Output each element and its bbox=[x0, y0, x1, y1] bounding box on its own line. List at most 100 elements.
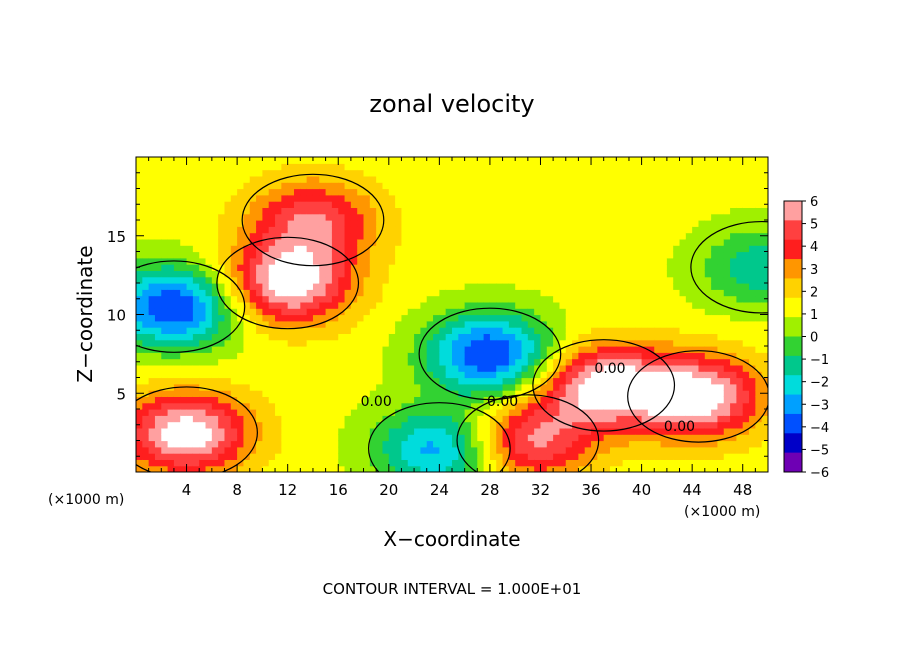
field-cell bbox=[407, 352, 415, 360]
field-cell bbox=[300, 383, 308, 391]
field-cell bbox=[591, 339, 598, 347]
field-cell bbox=[742, 352, 750, 360]
field-cell bbox=[426, 415, 434, 423]
field-cell bbox=[616, 163, 624, 171]
field-cell bbox=[477, 226, 485, 234]
field-cell bbox=[534, 333, 542, 341]
field-cell bbox=[192, 270, 200, 278]
field-cell bbox=[489, 213, 497, 221]
field-cell bbox=[395, 232, 403, 240]
field-cell bbox=[199, 257, 207, 265]
field-cell bbox=[167, 207, 175, 215]
field-cell bbox=[508, 459, 516, 467]
field-cell bbox=[407, 427, 415, 435]
field-cell bbox=[294, 251, 301, 259]
field-cell bbox=[527, 314, 535, 322]
field-cell bbox=[673, 308, 681, 316]
field-cell bbox=[496, 295, 504, 303]
field-cell bbox=[136, 383, 143, 391]
field-cell bbox=[584, 446, 592, 454]
field-cell bbox=[742, 182, 750, 190]
field-cell bbox=[565, 352, 573, 360]
field-cell bbox=[483, 415, 491, 423]
field-cell bbox=[414, 169, 421, 177]
field-cell bbox=[275, 232, 282, 240]
field-cell bbox=[673, 283, 681, 290]
field-cell bbox=[186, 188, 194, 196]
field-cell bbox=[211, 257, 219, 265]
field-cell bbox=[489, 453, 497, 460]
field-cell bbox=[610, 207, 617, 215]
field-cell bbox=[350, 251, 358, 259]
field-cell bbox=[622, 459, 630, 467]
field-cell bbox=[483, 352, 491, 360]
field-cell bbox=[148, 333, 156, 341]
field-cell bbox=[401, 264, 409, 271]
field-cell bbox=[199, 308, 207, 316]
field-cell bbox=[256, 270, 263, 278]
field-cell bbox=[249, 295, 257, 303]
field-cell bbox=[698, 301, 706, 309]
field-cell bbox=[534, 289, 542, 297]
field-cell bbox=[268, 201, 276, 208]
field-cell bbox=[192, 339, 200, 347]
field-cell bbox=[205, 409, 213, 416]
field-cell bbox=[736, 289, 744, 297]
field-cell bbox=[654, 295, 662, 303]
field-cell bbox=[338, 390, 346, 397]
field-cell bbox=[470, 157, 478, 164]
field-cell bbox=[395, 390, 403, 397]
field-cell bbox=[559, 251, 567, 259]
field-cell bbox=[496, 188, 504, 196]
field-cell bbox=[180, 188, 188, 196]
field-cell bbox=[350, 169, 358, 177]
field-cell bbox=[761, 427, 768, 435]
field-cell bbox=[692, 232, 700, 240]
field-cell bbox=[388, 465, 396, 472]
field-cell bbox=[350, 301, 358, 309]
field-cell bbox=[546, 238, 554, 246]
field-cell bbox=[401, 358, 409, 366]
field-cell bbox=[458, 245, 466, 253]
field-cell bbox=[395, 377, 403, 385]
field-cell bbox=[186, 402, 194, 410]
field-cell bbox=[660, 415, 668, 423]
field-cell bbox=[610, 415, 617, 423]
field-cell bbox=[294, 238, 301, 246]
field-cell bbox=[268, 270, 276, 278]
field-cell bbox=[325, 383, 333, 391]
field-cell bbox=[458, 364, 466, 372]
field-cell bbox=[616, 276, 624, 284]
field-cell bbox=[521, 264, 529, 271]
field-cell bbox=[369, 245, 377, 253]
field-cell bbox=[376, 402, 384, 410]
field-cell bbox=[192, 377, 200, 385]
field-cell bbox=[679, 446, 687, 454]
field-cell bbox=[294, 220, 301, 227]
field-cell bbox=[666, 169, 674, 177]
field-cell bbox=[136, 352, 143, 360]
field-cell bbox=[610, 383, 617, 391]
field-cell bbox=[673, 415, 681, 423]
field-cell bbox=[224, 169, 232, 177]
field-cell bbox=[218, 207, 226, 215]
field-cell bbox=[401, 314, 409, 322]
field-cell bbox=[154, 163, 162, 171]
field-cell bbox=[395, 264, 403, 271]
field-cell bbox=[628, 440, 636, 448]
field-cell bbox=[458, 346, 466, 353]
field-cell bbox=[711, 157, 719, 164]
field-cell bbox=[312, 453, 320, 460]
field-cell bbox=[154, 358, 162, 366]
field-cell bbox=[591, 402, 598, 410]
field-cell bbox=[534, 194, 542, 202]
field-cell bbox=[603, 301, 611, 309]
field-cell bbox=[376, 377, 384, 385]
field-cell bbox=[553, 358, 561, 366]
field-cell bbox=[711, 251, 719, 259]
field-cell bbox=[597, 383, 605, 391]
field-cell bbox=[268, 396, 276, 404]
field-cell bbox=[736, 427, 744, 435]
field-cell bbox=[287, 283, 295, 290]
field-cell bbox=[344, 402, 352, 410]
